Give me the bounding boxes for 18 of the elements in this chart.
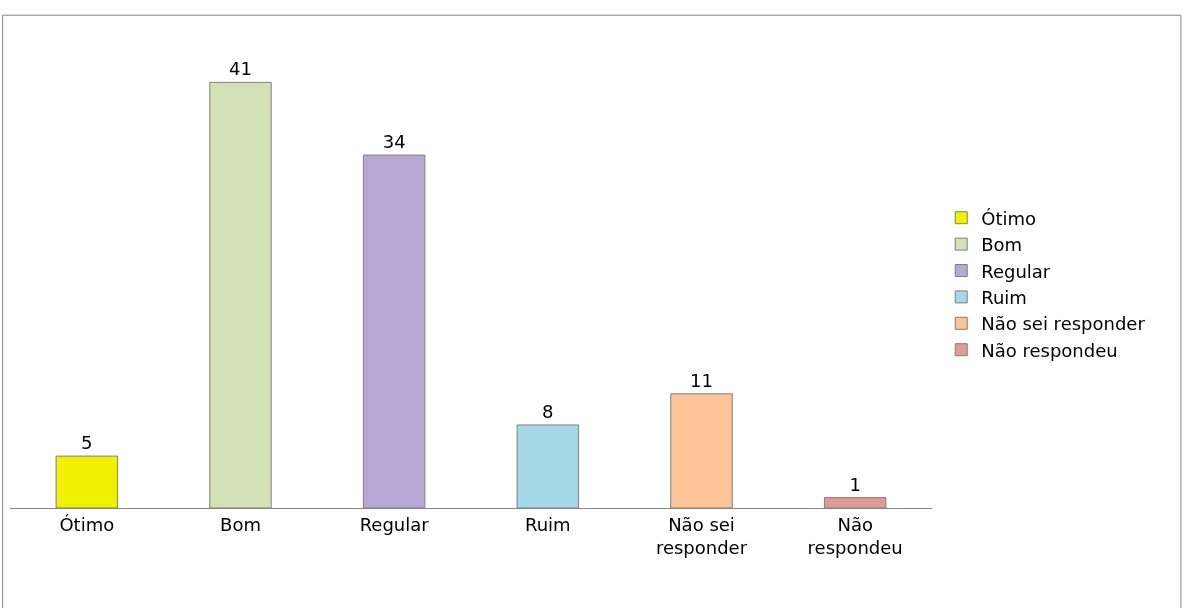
- x-tick-label: Ruim: [525, 513, 571, 535]
- x-tick-label: Bom: [220, 513, 261, 535]
- legend-label: Regular: [981, 260, 1051, 282]
- x-tick-label: Não respondeu: [807, 513, 903, 558]
- data-label: 11: [690, 369, 713, 391]
- data-label: 8: [542, 400, 554, 422]
- data-label: 5: [81, 432, 93, 454]
- x-tick-label: Ótimo: [59, 513, 115, 535]
- x-tick-label: Não sei responder: [655, 513, 748, 558]
- legend-label: Ruim: [981, 286, 1027, 308]
- legend-label: Não respondeu: [981, 339, 1118, 361]
- data-label: 41: [229, 58, 252, 80]
- data-label: 34: [382, 131, 406, 153]
- data-label: 1: [849, 473, 861, 495]
- legend-label: Bom: [981, 234, 1023, 256]
- legend-label: Não sei responder: [981, 313, 1146, 335]
- legend-label: Ótimo: [981, 207, 1036, 229]
- x-tick-label: Regular: [359, 513, 430, 535]
